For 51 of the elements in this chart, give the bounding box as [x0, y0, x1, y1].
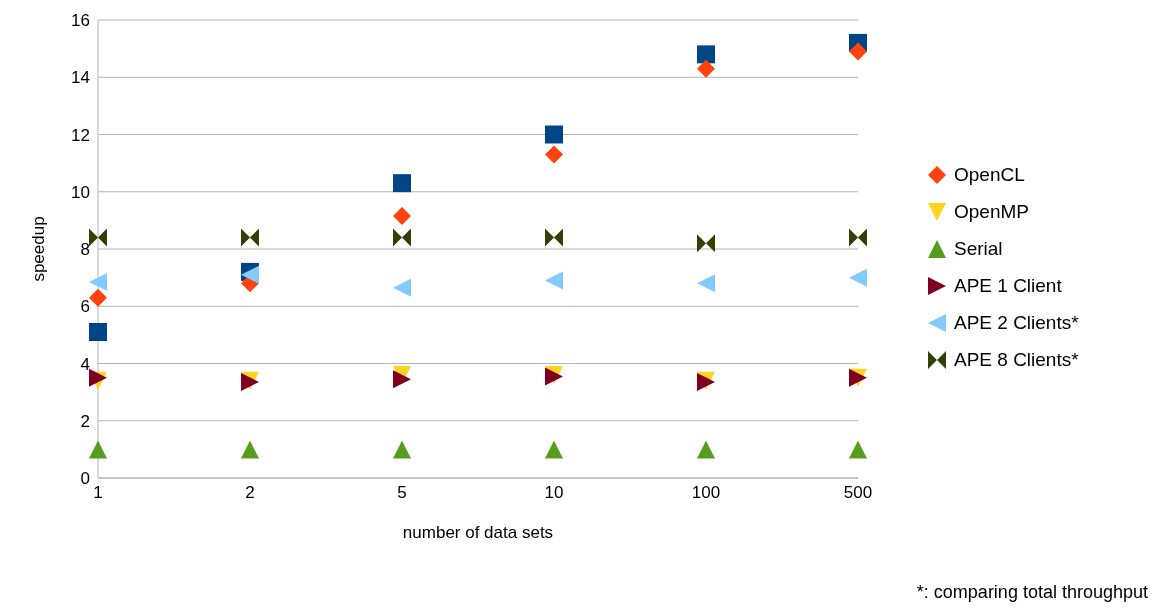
- legend-label: APE 8 Clients*: [954, 348, 1079, 371]
- point: [393, 278, 411, 297]
- y-tick-label: 4: [80, 354, 90, 374]
- x-tick-label: 1: [93, 483, 103, 503]
- point: [393, 440, 411, 459]
- legend-label: OpenCL: [954, 163, 1025, 186]
- legend-label: APE 1 Client: [954, 274, 1062, 297]
- point: [849, 440, 867, 459]
- point: [89, 272, 107, 291]
- y-tick-label: 16: [71, 11, 90, 31]
- point: [89, 440, 107, 459]
- x-tick-label: 100: [691, 483, 721, 503]
- point: [849, 268, 867, 287]
- y-tick-label: 12: [71, 125, 90, 145]
- point: [89, 288, 107, 307]
- point: [545, 271, 563, 290]
- x-tick-label: 10: [544, 483, 564, 503]
- point: [241, 228, 259, 247]
- legend-label: OpenMP: [954, 200, 1029, 223]
- point: [849, 228, 867, 247]
- point: [241, 440, 259, 459]
- legend-label: APE 2 Clients*: [954, 311, 1079, 334]
- point: [849, 42, 867, 61]
- point: [697, 234, 715, 253]
- point: [545, 145, 563, 164]
- point: [393, 174, 411, 193]
- point: [545, 440, 563, 459]
- point: [393, 370, 411, 389]
- point: [393, 228, 411, 247]
- point: [697, 45, 715, 64]
- point: [545, 125, 563, 144]
- x-tick-label: 5: [397, 483, 407, 503]
- point: [89, 228, 107, 247]
- text: *: comparing total throughput: [916, 582, 1148, 603]
- y-tick-label: 2: [80, 411, 90, 431]
- legend-label: Serial: [954, 237, 1003, 260]
- point: [697, 274, 715, 293]
- x-tick-label: 500: [843, 483, 873, 503]
- y-tick-label: 0: [80, 469, 90, 489]
- y-tick-label: 10: [71, 182, 90, 202]
- point: [697, 59, 715, 78]
- point: [393, 207, 411, 226]
- point: [697, 440, 715, 459]
- y-tick-label: 8: [80, 240, 90, 260]
- point: [89, 323, 107, 342]
- y-tick-label: 14: [71, 68, 90, 88]
- x-axis-title: number of data sets: [402, 523, 554, 542]
- point: [545, 228, 563, 247]
- x-tick-label: 2: [245, 483, 255, 503]
- y-tick-label: 6: [80, 297, 90, 317]
- y-axis-title: speedup: [29, 216, 49, 282]
